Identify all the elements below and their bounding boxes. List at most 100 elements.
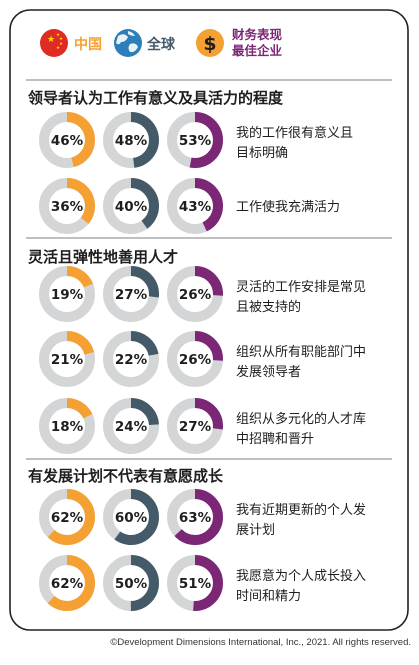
- donut-arc-global: [103, 555, 159, 611]
- section-title: 有发展计划不代表有意愿成长: [28, 467, 224, 485]
- donut-arc-top: [167, 398, 223, 454]
- donut-global: 60%: [103, 489, 159, 545]
- legend-item-china: ★ ★ ★ ★ ★ 中国: [40, 29, 102, 57]
- svg-text:★: ★: [59, 41, 63, 47]
- donut-china: 46%: [39, 112, 95, 168]
- row-label: 我有近期更新的个人发展计划: [236, 502, 366, 538]
- donut-global: 24%: [103, 398, 159, 454]
- donut-value-label: 63%: [179, 510, 212, 526]
- donut-top: 26%: [167, 331, 223, 387]
- donut-china: 18%: [39, 398, 95, 454]
- donut-value-label: 27%: [115, 287, 148, 303]
- donut-arc-top: [167, 266, 223, 322]
- chart-row: 46% 48% 53% 我的工作很有意义且目标明确: [39, 112, 353, 168]
- section-title: 领导者认为工作有意义及具活力的程度: [27, 89, 284, 107]
- svg-text:$: $: [203, 33, 216, 55]
- row-label: 组织从多元化的人才库中招聘和晋升: [236, 411, 366, 447]
- donut-arc-top: [167, 112, 223, 168]
- donut-arc-global: [103, 331, 159, 387]
- donut-top: 26%: [167, 266, 223, 322]
- card-border: [9, 9, 409, 631]
- donut-value-label: 43%: [179, 199, 212, 215]
- donut-arc-china: [39, 112, 95, 168]
- donut-china: 62%: [39, 555, 95, 611]
- donut-value-label: 62%: [51, 510, 84, 526]
- svg-text:★: ★: [56, 32, 60, 38]
- legend: ★ ★ ★ ★ ★ 中国 全球 $ 财务表现 最佳: [40, 27, 286, 58]
- row-label: 工作使我充满活力: [236, 199, 340, 215]
- chart-row: 62% 50% 51% 我愿意为个人成长投入时间和精力: [39, 555, 366, 611]
- legend-label-china: 中国: [74, 36, 102, 53]
- donut-top: 43%: [167, 178, 223, 234]
- donut-value-label: 27%: [179, 419, 212, 435]
- chart-row: 62% 60% 63% 我有近期更新的个人发展计划: [39, 489, 366, 545]
- donut-value-label: 50%: [115, 576, 148, 592]
- donut-china: 62%: [39, 489, 95, 545]
- donut-top: 27%: [167, 398, 223, 454]
- donut-china: 36%: [39, 178, 95, 234]
- donut-value-label: 18%: [51, 419, 84, 435]
- dollar-icon: $: [196, 29, 224, 57]
- donut-arc-global: [103, 112, 159, 168]
- donut-value-label: 22%: [115, 352, 148, 368]
- donut-china: 19%: [39, 266, 95, 322]
- donut-arc-china: [39, 398, 95, 454]
- donut-value-label: 21%: [51, 352, 84, 368]
- donut-value-label: 19%: [51, 287, 84, 303]
- donut-value-label: 60%: [115, 510, 148, 526]
- donut-arc-china: [39, 555, 95, 611]
- donut-top: 63%: [167, 489, 223, 545]
- section-3: 有发展计划不代表有意愿成长 62% 60% 63% 我有近期更新的个人发展计划 62% 50…: [26, 458, 392, 611]
- globe-icon: [114, 29, 142, 57]
- donut-global: 40%: [103, 178, 159, 234]
- donut-value-label: 24%: [115, 419, 148, 435]
- donut-global: 27%: [103, 266, 159, 322]
- donut-arc-global: [103, 266, 159, 322]
- chart-row: 18% 24% 27% 组织从多元化的人才库中招聘和晋升: [39, 398, 366, 454]
- donut-value-label: 46%: [51, 133, 84, 149]
- donut-global: 50%: [103, 555, 159, 611]
- donut-value-label: 26%: [179, 287, 212, 303]
- legend-label-global: 全球: [146, 36, 176, 53]
- donut-arc-top: [167, 331, 223, 387]
- section-title: 灵活且弹性地善用人才: [28, 248, 178, 266]
- donut-arc-top: [167, 178, 223, 234]
- donut-top: 53%: [167, 112, 223, 168]
- svg-text:★: ★: [56, 45, 60, 51]
- donut-arc-global: [103, 178, 159, 234]
- donut-value-label: 62%: [51, 576, 84, 592]
- legend-label-top-performers: 财务表现 最佳企业: [231, 27, 286, 58]
- donut-arc-china: [39, 331, 95, 387]
- donut-arc-top: [167, 555, 223, 611]
- donut-top: 51%: [167, 555, 223, 611]
- chart-row: 21% 22% 26% 组织从所有职能部门中发展领导者: [39, 331, 366, 387]
- donut-arc-china: [39, 178, 95, 234]
- donut-arc-top: [167, 489, 223, 545]
- donut-arc-global: [103, 398, 159, 454]
- donut-value-label: 36%: [51, 199, 84, 215]
- row-label: 组织从所有职能部门中发展领导者: [236, 345, 366, 380]
- donut-value-label: 40%: [115, 199, 148, 215]
- legend-item-top-performers: $ 财务表现 最佳企业: [196, 27, 286, 58]
- legend-item-global: 全球: [114, 29, 176, 57]
- donut-arc-china: [39, 489, 95, 545]
- china-flag-icon: ★ ★ ★ ★ ★: [40, 29, 68, 57]
- chart-row: 19% 27% 26% 灵活的工作安排是常见且被支持的: [39, 266, 366, 322]
- svg-text:★: ★: [59, 36, 63, 42]
- donut-global: 48%: [103, 112, 159, 168]
- row-label: 我的工作很有意义且目标明确: [236, 125, 353, 161]
- donut-value-label: 48%: [115, 133, 148, 149]
- copyright-footer: ©Development Dimensions International, I…: [110, 637, 411, 648]
- donut-value-label: 26%: [179, 352, 212, 368]
- donut-global: 22%: [103, 331, 159, 387]
- donut-arc-china: [39, 266, 95, 322]
- section-2: 灵活且弹性地善用人才 19% 27% 26% 灵活的工作安排是常见且被支持的 21% 22%…: [26, 237, 392, 454]
- donut-arc-global: [103, 489, 159, 545]
- svg-text:★: ★: [47, 35, 55, 45]
- chart-row: 36% 40% 43% 工作使我充满活力: [39, 178, 340, 234]
- donut-value-label: 51%: [179, 576, 212, 592]
- row-label: 灵活的工作安排是常见且被支持的: [236, 279, 366, 315]
- donut-value-label: 53%: [179, 133, 212, 149]
- donut-china: 21%: [39, 331, 95, 387]
